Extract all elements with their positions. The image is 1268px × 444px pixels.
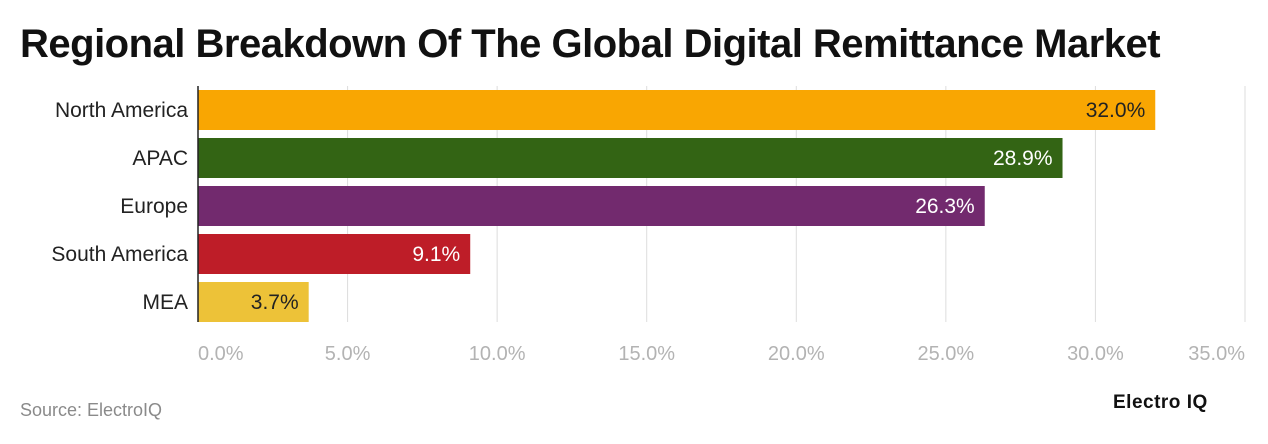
x-tick-label: 0.0% [198,343,244,365]
data-label: 28.9% [993,147,1053,170]
data-label: 9.1% [412,243,460,266]
x-tick-label: 35.0% [1188,343,1245,365]
x-tick-label: 25.0% [917,343,974,365]
bar [198,186,985,226]
bar [198,282,309,322]
category-label: North America [55,99,188,122]
x-tick-label: 20.0% [768,343,825,365]
bar [198,234,471,274]
chart-title: Regional Breakdown Of The Global Digital… [20,22,1161,66]
source-note: Source: ElectroIQ [20,400,163,420]
x-tick-label: 10.0% [469,343,526,365]
category-label: MEA [142,291,188,314]
data-label: 26.3% [915,195,975,218]
bar [198,138,1063,178]
category-label: South America [51,243,188,266]
data-label: 3.7% [251,291,299,314]
x-tick-label: 30.0% [1067,343,1124,365]
data-label: 32.0% [1086,99,1146,122]
bar [198,90,1156,130]
x-tick-label: 5.0% [325,343,371,365]
brand-logo: Electro IQ [1113,392,1208,413]
category-label: APAC [132,147,188,170]
x-tick-label: 15.0% [618,343,675,365]
category-label: Europe [120,195,188,218]
